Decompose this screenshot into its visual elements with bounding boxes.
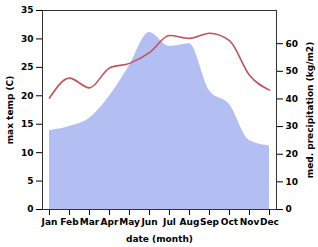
svg-text:Oct: Oct <box>221 217 239 227</box>
svg-text:0: 0 <box>286 204 292 214</box>
svg-text:10: 10 <box>286 177 299 187</box>
svg-text:15: 15 <box>21 119 34 129</box>
svg-text:30: 30 <box>21 34 34 44</box>
svg-text:Aug: Aug <box>180 217 200 227</box>
svg-text:5: 5 <box>27 176 33 186</box>
svg-text:25: 25 <box>21 62 34 72</box>
svg-text:40: 40 <box>286 94 299 104</box>
svg-text:Jun: Jun <box>140 217 157 227</box>
svg-text:date (month): date (month) <box>126 234 193 244</box>
svg-text:10: 10 <box>21 148 34 158</box>
svg-text:60: 60 <box>286 39 299 49</box>
svg-text:0: 0 <box>27 204 33 214</box>
svg-text:35: 35 <box>21 5 34 15</box>
svg-text:20: 20 <box>21 91 34 101</box>
svg-text:Sep: Sep <box>200 217 220 227</box>
svg-text:Dec: Dec <box>260 217 279 227</box>
svg-text:50: 50 <box>286 66 299 76</box>
svg-text:Jan: Jan <box>41 217 58 227</box>
svg-text:med. precipitation (kg/m2): med. precipitation (kg/m2) <box>305 42 315 178</box>
svg-text:20: 20 <box>286 149 299 159</box>
svg-text:max temp (C): max temp (C) <box>5 76 15 145</box>
svg-text:Feb: Feb <box>60 217 79 227</box>
svg-text:Apr: Apr <box>101 217 119 227</box>
svg-text:Jul: Jul <box>162 217 176 227</box>
svg-text:Nov: Nov <box>240 217 260 227</box>
svg-text:Mar: Mar <box>80 217 100 227</box>
svg-text:30: 30 <box>286 121 299 131</box>
svg-text:May: May <box>119 217 140 227</box>
